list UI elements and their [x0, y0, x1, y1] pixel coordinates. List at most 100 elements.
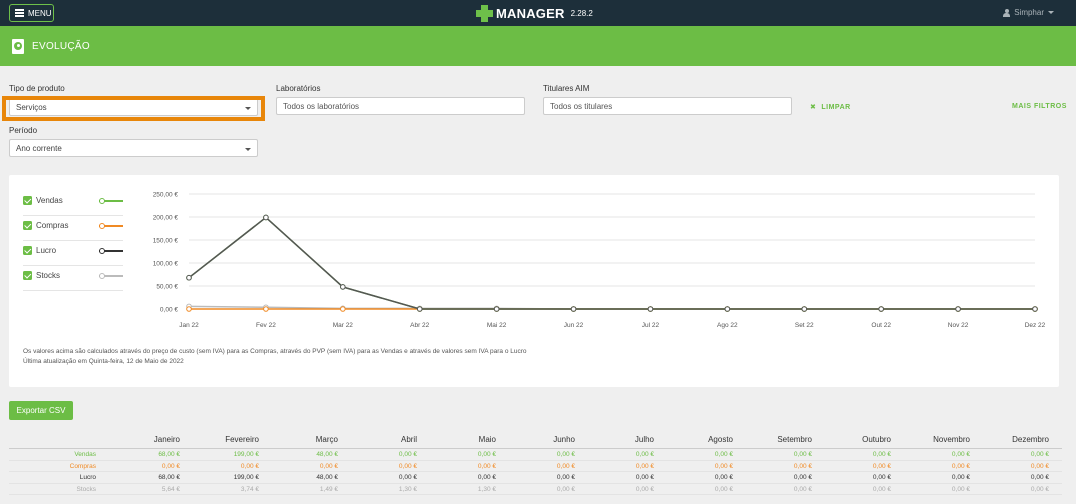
table-cell: 0,00 €: [635, 462, 654, 470]
table-cell: 1,30 €: [477, 485, 496, 493]
table-cell: 0,00 €: [635, 451, 654, 458]
table-cell: 0,00 €: [635, 485, 654, 493]
x-tick-label: Set 22: [795, 322, 814, 329]
section-header: EVOLUÇÃO: [0, 26, 1076, 66]
table-cell: 0,00 €: [872, 485, 891, 493]
vendas-checkbox[interactable]: [23, 196, 32, 205]
version-label: 2.28.2: [570, 8, 593, 18]
table-cell: 0,00 €: [793, 485, 812, 493]
table-cell: 0,00 €: [793, 474, 812, 481]
legend-swatch: [99, 223, 123, 228]
data-point: [263, 306, 269, 312]
titulares-placeholder: Todos os titulares: [550, 101, 613, 111]
row-label: Stocks: [76, 485, 96, 493]
x-tick-label: Fev 22: [256, 322, 276, 329]
periodo-value: Ano corrente: [16, 143, 62, 153]
row-label: Compras: [69, 462, 96, 470]
x-tick-label: Mar 22: [333, 322, 354, 329]
table-cell: 199,00 €: [233, 474, 259, 481]
top-bar: MENU MANAGER 2.28.2 Simphar: [0, 0, 1076, 26]
table-cell: 0,00 €: [1030, 451, 1049, 458]
page-title: EVOLUÇÃO: [32, 40, 90, 52]
y-tick-label: 0,00 €: [160, 307, 178, 314]
brand-name: MANAGER: [496, 5, 565, 21]
laboratorios-input[interactable]: Todos os laboratórios: [276, 97, 525, 115]
user-menu[interactable]: Simphar: [1003, 8, 1054, 17]
month-header: Abril: [400, 435, 417, 444]
data-point: [1032, 306, 1038, 312]
y-tick-label: 200,00 €: [153, 215, 179, 222]
legend-item-lucro[interactable]: Lucro: [23, 241, 123, 266]
data-point: [340, 284, 346, 290]
legend-label: Vendas: [36, 196, 63, 205]
hamburger-icon: [15, 8, 24, 19]
mais-filtros-button[interactable]: MAIS FILTROS: [1012, 103, 1067, 110]
table-cell: 48,00 €: [316, 451, 338, 458]
legend-swatch: [99, 248, 123, 253]
table-cell: 0,00 €: [240, 462, 259, 470]
x-tick-label: Nov 22: [948, 322, 969, 329]
export-csv-button[interactable]: Exportar CSV: [9, 401, 73, 420]
month-header: Maio: [478, 435, 496, 444]
month-header: Dezembro: [1012, 435, 1049, 444]
table-cell: 68,00 €: [158, 451, 180, 458]
table-cell: 0,00 €: [872, 474, 891, 481]
table-cell: 0,00 €: [714, 485, 733, 493]
table-cell: 0,00 €: [872, 462, 891, 470]
table-cell: 5,64 €: [161, 485, 180, 493]
limpar-button[interactable]: ✖ LIMPAR: [810, 103, 851, 111]
lucro-checkbox[interactable]: [23, 246, 32, 255]
table-cell: 0,00 €: [714, 462, 733, 470]
data-point: [801, 306, 808, 312]
table-cell: 0,00 €: [319, 462, 338, 470]
x-tick-label: Jan 22: [179, 322, 199, 329]
data-point: [340, 306, 346, 312]
chart-card: Vendas Compras Lucro Stocks 0,00 € 50,00 …: [9, 175, 1059, 387]
row-label: Vendas: [74, 451, 96, 458]
legend-item-compras[interactable]: Compras: [23, 216, 123, 241]
row-label: Lucro: [79, 474, 96, 481]
legend-label: Compras: [36, 221, 69, 230]
table-cell: 3,74 €: [240, 485, 259, 493]
table-row: Lucro 68,00 € 199,00 € 48,00 € 0,00 € 0,00 € 0…: [9, 472, 1062, 484]
laboratorios-placeholder: Todos os laboratórios: [283, 101, 360, 111]
table-cell: 0,00 €: [1030, 462, 1049, 470]
table-cell: 0,00 €: [635, 474, 654, 481]
chart-note: Os valores acima são calculados através …: [23, 348, 527, 355]
stocks-checkbox[interactable]: [23, 271, 32, 280]
legend-swatch: [99, 273, 123, 278]
titulares-input[interactable]: Todos os titulares: [543, 97, 792, 115]
table-cell: 0,00 €: [951, 485, 970, 493]
last-update-note: Última atualização em Quinta-feira, 12 d…: [23, 358, 184, 365]
data-point: [493, 306, 500, 312]
table-row: Vendas 68,00 € 199,00 € 48,00 € 0,00 € 0,00 €…: [9, 449, 1062, 461]
table-cell: 0,00 €: [951, 451, 970, 458]
legend-label: Stocks: [36, 271, 61, 280]
table-cell: 0,00 €: [556, 485, 575, 493]
chevron-down-icon: [1048, 11, 1054, 14]
series-line-lucro: [188, 216, 1035, 310]
table-cell: 0,00 €: [1030, 485, 1049, 493]
chevron-down-icon: [245, 148, 251, 151]
periodo-select[interactable]: Ano corrente: [9, 139, 258, 157]
x-tick-label: Abr 22: [410, 322, 430, 329]
legend-item-vendas[interactable]: Vendas: [23, 191, 123, 216]
tipo-produto-value: Serviços: [16, 102, 47, 112]
table-header: Janeiro Fevereiro Março Abril Maio Junho Julho…: [9, 432, 1062, 449]
legend-item-stocks[interactable]: Stocks: [23, 266, 123, 291]
user-icon: [1003, 8, 1011, 17]
data-point: [416, 306, 423, 312]
x-tick-label: Jun 22: [564, 322, 584, 329]
month-header: Janeiro: [153, 435, 180, 444]
menu-button[interactable]: MENU: [9, 4, 54, 22]
y-tick-label: 50,00 €: [156, 284, 178, 291]
table-cell: 199,00 €: [233, 451, 259, 458]
data-point: [186, 306, 192, 312]
compras-checkbox[interactable]: [23, 221, 32, 230]
table-cell: 0,00 €: [477, 474, 496, 481]
legend-label: Lucro: [36, 246, 57, 255]
table-cell: 1,49 €: [319, 485, 338, 493]
month-header: Setembro: [777, 435, 812, 444]
table-cell: 0,00 €: [398, 451, 417, 458]
data-point: [878, 306, 884, 312]
